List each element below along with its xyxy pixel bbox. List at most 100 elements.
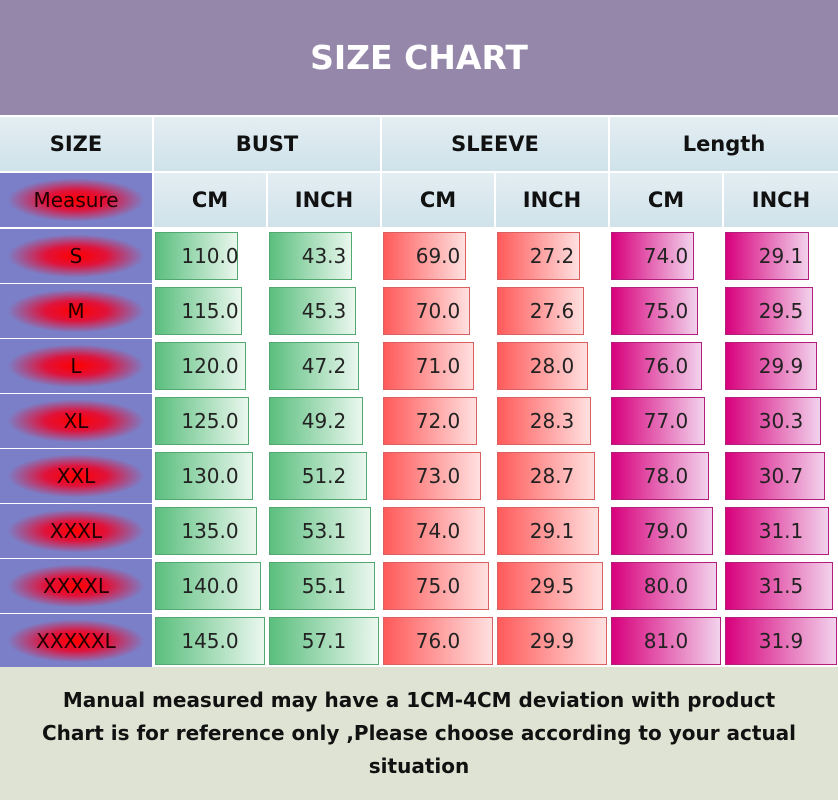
data-bar [611,342,702,390]
header-sleeve: SLEEVE [382,117,608,171]
data-bar [611,452,709,500]
value-cell: 31.9 [724,614,838,668]
data-bar [269,397,363,445]
value-text: 28.0 [529,354,575,378]
value-cell: 72.0 [382,394,494,448]
header-bust-inch: INCH [268,173,380,227]
value-text: 31.9 [758,629,804,653]
value-cell: 29.5 [496,559,608,613]
value-text: 49.2 [301,409,347,433]
value-text: 30.3 [758,409,804,433]
value-cell: 55.1 [268,559,380,613]
data-bar [611,287,698,335]
data-bar [269,452,367,500]
header-measure: Measure [0,173,152,227]
value-cell: 78.0 [610,449,722,503]
value-cell: 31.5 [724,559,838,613]
data-bar [155,617,265,665]
value-cell: 130.0 [154,449,266,503]
data-bar [725,232,809,280]
header-sleeve-inch: INCH [496,173,608,227]
table-row: S 110.0 43.3 69.0 27.2 74.0 29.1 [0,229,838,283]
data-bar [383,562,489,610]
value-cell: 51.2 [268,449,380,503]
value-text: 76.0 [415,629,461,653]
data-bar [725,397,821,445]
disclaimer-line-2: Chart is for reference only ,Please choo… [41,721,797,745]
data-bar [269,232,352,280]
table-row: XXXL 135.0 53.1 74.0 29.1 79.0 31.1 [0,504,838,558]
value-text: 29.5 [758,299,804,323]
value-text: 81.0 [643,629,689,653]
value-cell: 30.7 [724,449,838,503]
table-row: XL 125.0 49.2 72.0 28.3 77.0 30.3 [0,394,838,448]
value-text: 125.0 [181,409,239,433]
data-bar [611,562,717,610]
value-cell: 30.3 [724,394,838,448]
data-bar [725,617,837,665]
value-text: 115.0 [181,299,239,323]
value-text: 130.0 [181,464,239,488]
size-label: S [0,229,152,283]
table-row: L 120.0 47.2 71.0 28.0 76.0 29.9 [0,339,838,393]
value-cell: 28.3 [496,394,608,448]
header-length-inch: INCH [724,173,838,227]
table-row: XXXXXL 145.0 57.1 76.0 29.9 81.0 31.9 [0,614,838,668]
value-text: 72.0 [415,409,461,433]
value-text: 140.0 [181,574,239,598]
data-bar [155,342,246,390]
value-text: 80.0 [643,574,689,598]
value-cell: 49.2 [268,394,380,448]
data-bar [497,452,595,500]
data-bar [155,287,242,335]
data-bar [269,342,359,390]
data-bar [383,507,485,555]
value-text: 79.0 [643,519,689,543]
value-cell: 71.0 [382,339,494,393]
value-cell: 29.1 [724,229,838,283]
data-bar [725,562,833,610]
header-size: SIZE [0,117,152,171]
value-cell: 110.0 [154,229,266,283]
data-bar [383,287,470,335]
group-header-row: SIZE BUST SLEEVE Length [0,117,838,171]
value-text: 74.0 [415,519,461,543]
value-cell: 28.7 [496,449,608,503]
size-label: XXXXL [0,559,152,613]
value-cell: 73.0 [382,449,494,503]
value-cell: 70.0 [382,284,494,338]
value-cell: 69.0 [382,229,494,283]
table-row: XXXXL 140.0 55.1 75.0 29.5 80.0 31.5 [0,559,838,613]
value-cell: 29.9 [724,339,838,393]
data-bar [497,617,607,665]
data-bar [269,287,356,335]
value-cell: 140.0 [154,559,266,613]
value-text: 51.2 [301,464,347,488]
value-text: 69.0 [415,244,461,268]
size-label: XXXXXL [0,614,152,668]
data-bar [497,287,584,335]
value-cell: 81.0 [610,614,722,668]
disclaimer-line-1: Manual measured may have a 1CM-4CM devia… [62,688,776,712]
value-text: 29.9 [758,354,804,378]
value-cell: 75.0 [382,559,494,613]
value-cell: 57.1 [268,614,380,668]
data-bar [383,617,493,665]
data-bar [383,232,466,280]
value-text: 120.0 [181,354,239,378]
data-bar [269,507,371,555]
value-text: 57.1 [301,629,347,653]
value-cell: 29.1 [496,504,608,558]
value-cell: 47.2 [268,339,380,393]
value-text: 110.0 [181,244,239,268]
header-sleeve-cm: CM [382,173,494,227]
disclaimer: Manual measured may have a 1CM-4CM devia… [0,667,838,800]
value-cell: 28.0 [496,339,608,393]
value-text: 135.0 [181,519,239,543]
data-bar [497,562,603,610]
data-bar [611,397,705,445]
value-text: 78.0 [643,464,689,488]
value-text: 145.0 [181,629,239,653]
data-bar [155,397,249,445]
value-cell: 75.0 [610,284,722,338]
